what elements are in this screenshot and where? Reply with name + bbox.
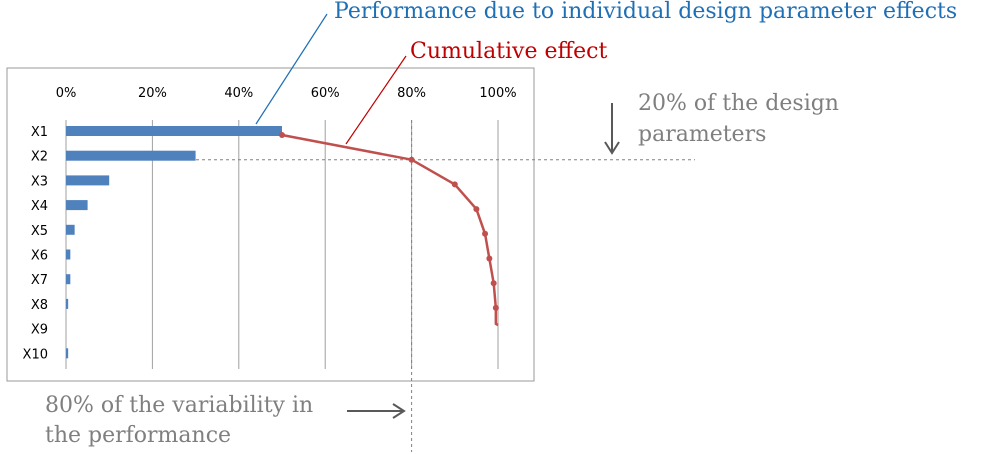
y-category-label: X10 xyxy=(23,347,48,362)
chart-frame xyxy=(6,67,535,382)
x-tick-label: 0% xyxy=(56,86,77,101)
y-category-label: X1 xyxy=(31,125,48,140)
bar xyxy=(66,348,69,359)
cumulative-point xyxy=(451,181,458,188)
cumulative-point xyxy=(486,255,493,262)
x-tick-label: 100% xyxy=(479,86,516,101)
y-category-label: X8 xyxy=(31,298,48,313)
guide-lines xyxy=(196,120,695,452)
y-category-label: X5 xyxy=(31,224,48,239)
y-axis-category-labels: X1 X2 X3 X4 X5 X6 X7 X8 X9 X10 xyxy=(23,125,48,362)
cumulative-point xyxy=(490,280,497,287)
y-category-label: X2 xyxy=(31,150,48,165)
bar xyxy=(66,298,69,309)
cumulative-point xyxy=(473,206,480,213)
x-tick-label: 20% xyxy=(138,86,167,101)
right-arrow-icon xyxy=(347,403,406,419)
cumulative-point xyxy=(482,230,489,237)
bar xyxy=(66,274,71,285)
variability-note-line1: 80% of the variability in xyxy=(45,393,313,418)
bar xyxy=(66,175,110,186)
bar xyxy=(66,200,88,211)
y-category-label: X3 xyxy=(31,174,48,189)
cumulative-point xyxy=(492,304,499,311)
bar xyxy=(66,126,282,136)
bar-series xyxy=(66,126,282,359)
bar xyxy=(66,150,196,161)
cumulative-line xyxy=(281,133,499,327)
bar xyxy=(66,249,71,260)
cumulative-annotation: Cumulative effect xyxy=(410,39,607,64)
variability-note-line2: the performance xyxy=(45,423,231,448)
design-params-note-line2: parameters xyxy=(638,122,766,147)
x-axis-tick-labels: 0% 20% 40% 60% 80% 100% xyxy=(56,86,517,101)
y-category-label: X7 xyxy=(31,273,48,288)
cumulative-point xyxy=(279,132,285,138)
design-params-note-line1: 20% of the design xyxy=(638,91,839,116)
x-tick-label: 40% xyxy=(224,86,253,101)
x-tick-label: 60% xyxy=(311,86,340,101)
x-tick-label: 80% xyxy=(397,86,426,101)
cumulative-line-series xyxy=(279,132,499,327)
y-category-label: X6 xyxy=(31,249,48,264)
y-category-label: X9 xyxy=(31,323,48,338)
performance-leader-line xyxy=(255,13,328,125)
bar xyxy=(66,224,75,235)
performance-annotation: Performance due to individual design par… xyxy=(334,0,957,24)
y-category-label: X4 xyxy=(31,199,48,214)
cumulative-point xyxy=(408,156,415,163)
cumulative-leader-line xyxy=(345,55,407,145)
down-arrow-icon xyxy=(604,103,620,155)
